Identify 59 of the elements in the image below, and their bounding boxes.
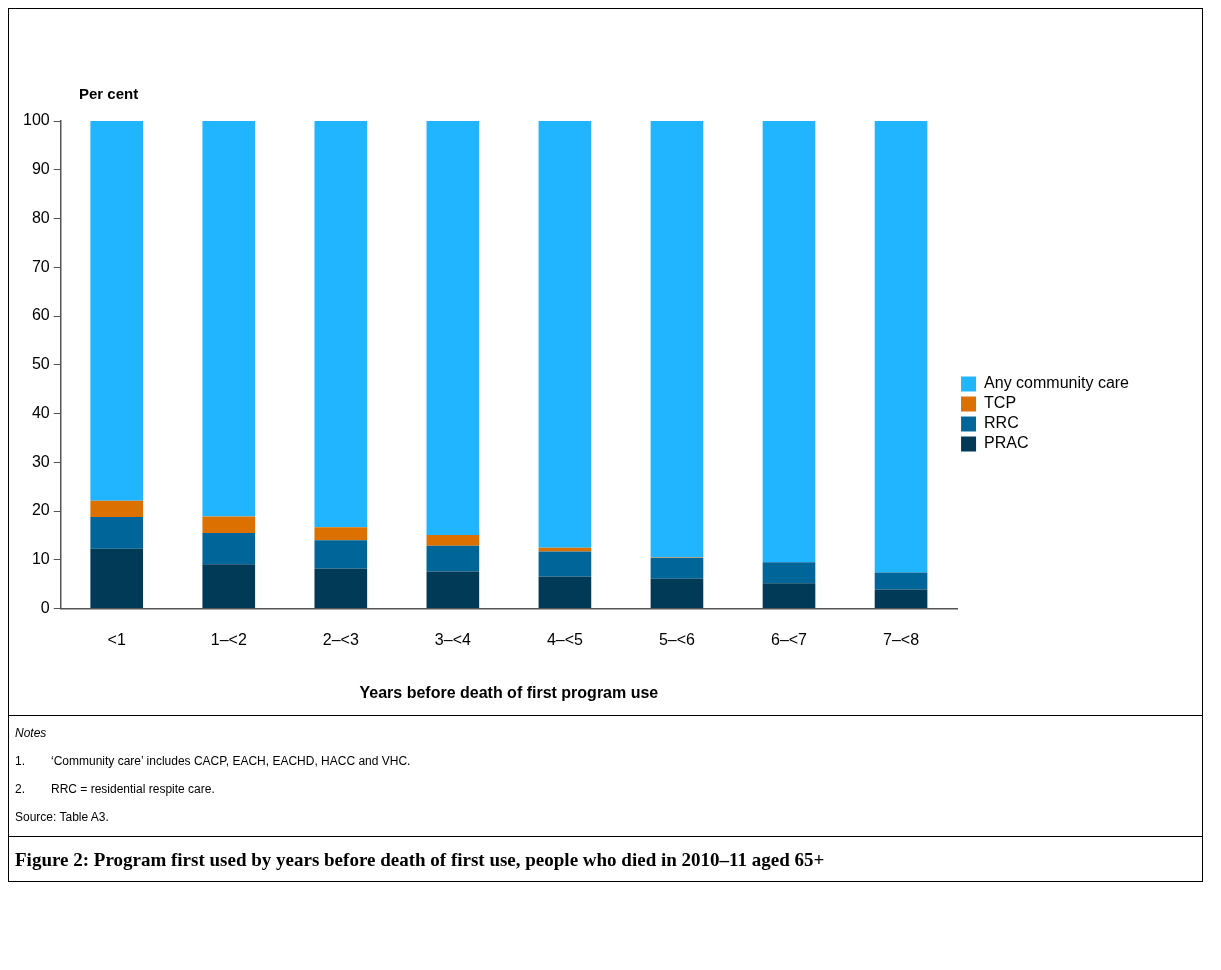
bar: [650, 121, 704, 558]
bar: [426, 121, 480, 535]
bar: [90, 121, 144, 501]
text: 1. ‘Community care’ includes CACP, EACH, EACHD, HACC and VHC.: [15, 754, 411, 768]
x-tick-label: 7–<8: [883, 630, 920, 648]
x-tick-label: 3–<4: [434, 630, 471, 648]
bar: [538, 551, 592, 577]
bar: [202, 121, 256, 517]
legend-label: TCP: [984, 394, 1017, 412]
bar: [762, 121, 816, 563]
y-tick-label: 20: [31, 501, 50, 519]
bar: [90, 500, 144, 517]
y-tick-label: 100: [22, 111, 50, 129]
bar: [426, 534, 480, 546]
bar: [874, 589, 928, 609]
y-tick-label: 70: [31, 257, 50, 275]
y-tick-label: 0: [40, 599, 50, 617]
bar: [90, 548, 144, 609]
legend-label: Any community care: [984, 374, 1130, 392]
x-axis-title: Years before death of first program use: [359, 683, 659, 701]
bar: [874, 572, 928, 590]
y-tick-label: 50: [31, 355, 50, 373]
x-tick-label: 2–<3: [322, 630, 359, 648]
y-tick-label: 90: [31, 160, 50, 178]
bar: [426, 545, 480, 572]
x-tick-label: 1–<2: [210, 630, 247, 648]
y-tick-label: 80: [31, 208, 50, 226]
text: Figure 2: Program first used by years before death of first use, people who died in 2010–11 aged 65+: [9, 836, 1202, 875]
legend-label: RRC: [984, 414, 1019, 432]
bar: [650, 578, 704, 609]
bar: [202, 516, 256, 534]
text: Notes: [15, 726, 47, 740]
bar: [314, 540, 368, 569]
text: 2. RRC = residential respite care.: [15, 782, 215, 796]
bar: [202, 533, 256, 565]
x-tick-label: <1: [107, 630, 126, 648]
x-tick-label: 6–<7: [770, 630, 808, 648]
source-note: Source: Table A3.: [15, 810, 109, 824]
legend-label: PRAC: [984, 434, 1029, 452]
bar: [538, 121, 592, 548]
bar: [314, 568, 368, 609]
y-tick-label: 10: [31, 550, 50, 568]
bar: [314, 121, 368, 528]
bar: [650, 557, 704, 579]
y-tick-label: 60: [31, 306, 50, 324]
y-axis-title: Per cent: [78, 84, 140, 104]
bar: [538, 576, 592, 609]
bar: [762, 562, 816, 584]
bar: [314, 527, 368, 541]
bar: [426, 571, 480, 609]
bar: [538, 547, 592, 552]
bar: [202, 564, 256, 609]
x-tick-label: 4–<5: [546, 630, 584, 648]
bar: [90, 516, 144, 549]
bar: [874, 121, 928, 573]
y-tick-label: 30: [31, 452, 50, 470]
y-tick-label: 40: [31, 403, 50, 421]
bar: [762, 583, 816, 609]
x-tick-label: 5–<6: [658, 630, 696, 648]
